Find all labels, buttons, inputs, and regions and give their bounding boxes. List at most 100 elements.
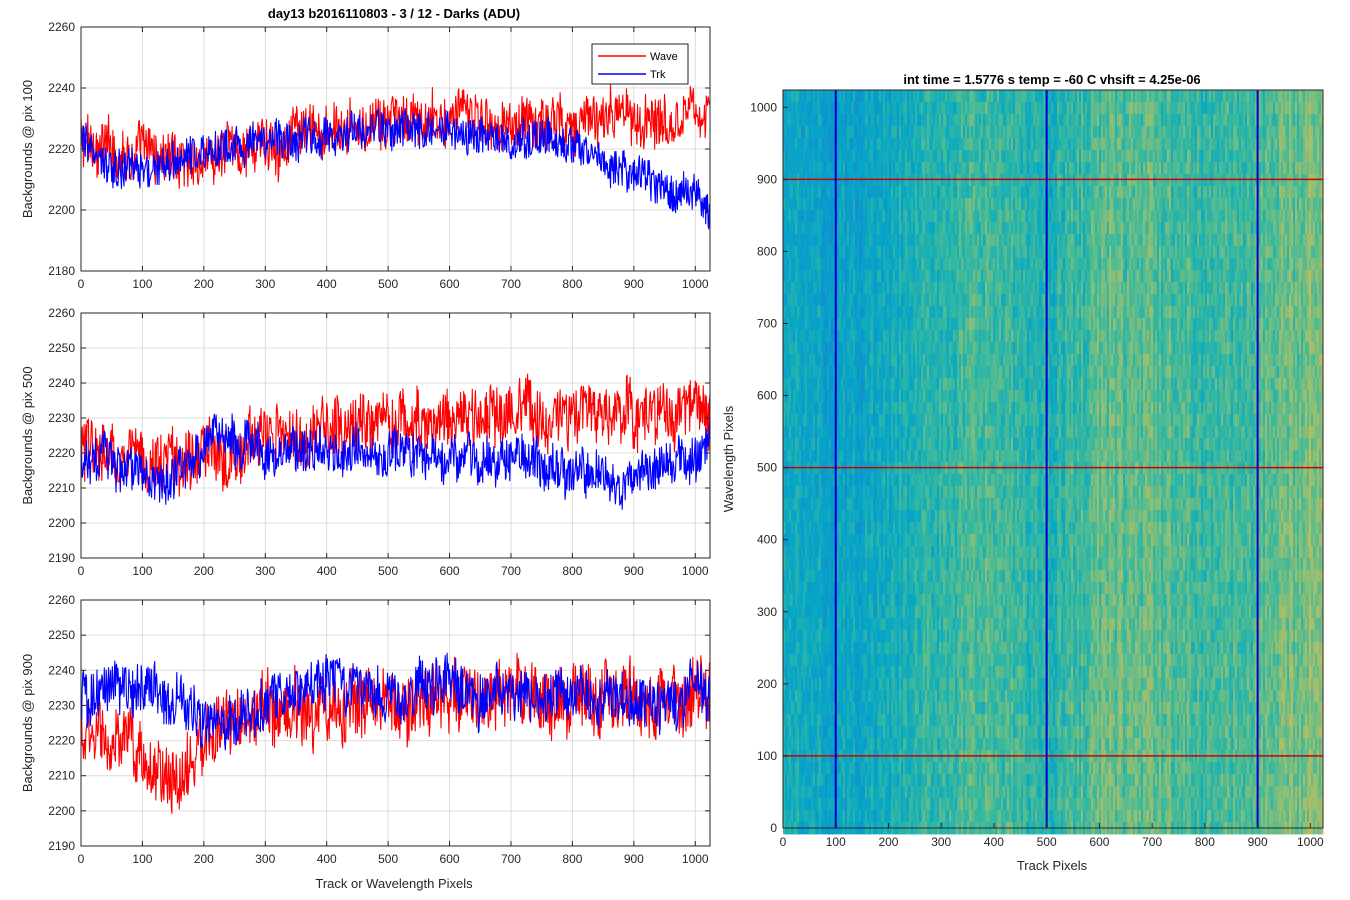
heatmap-cell <box>821 198 824 211</box>
heatmap-cell <box>799 390 802 403</box>
heatmap-cell <box>801 474 804 487</box>
heatmap-cell <box>871 138 874 151</box>
heatmap-cell <box>853 786 856 799</box>
heatmap-cell <box>905 498 908 511</box>
heatmap-cell <box>819 354 822 367</box>
heatmap-cell <box>801 174 804 187</box>
heatmap-cell <box>917 294 920 307</box>
heatmap-cell <box>875 510 878 523</box>
heatmap-cell <box>811 486 814 499</box>
heatmap-cell <box>871 90 874 103</box>
heatmap-cell <box>797 762 800 775</box>
heatmap-cell <box>861 582 864 595</box>
heatmap-cell <box>865 162 868 175</box>
heatmap-cell <box>807 558 810 571</box>
heatmap-cell <box>875 306 878 319</box>
heatmap-cell <box>799 798 802 811</box>
heatmap-cell <box>787 306 790 319</box>
heatmap-cell <box>911 618 914 631</box>
heatmap-cell <box>893 762 896 775</box>
heatmap-cell <box>885 558 888 571</box>
heatmap-cell <box>851 762 854 775</box>
plot-pix-100-ylabel: Backgrounds @ pix 100 <box>20 80 35 218</box>
heatmap-cell <box>789 534 792 547</box>
heatmap-cell <box>911 774 914 787</box>
heatmap-cell <box>907 762 910 775</box>
heatmap-cell <box>873 774 876 787</box>
heatmap-cell <box>787 258 790 271</box>
heatmap-cell <box>895 714 898 727</box>
heatmap-cell <box>839 198 842 211</box>
y-tick-label: 2190 <box>48 839 75 853</box>
heatmap-cell <box>785 282 788 295</box>
heatmap-cell <box>897 414 900 427</box>
heatmap-cell <box>911 282 914 295</box>
heatmap-cell <box>849 222 852 235</box>
heatmap-cell <box>873 102 876 115</box>
heatmap-cell <box>877 474 880 487</box>
x-tick-label: 400 <box>317 852 337 866</box>
heatmap-cell <box>917 306 920 319</box>
heatmap-cell <box>827 786 830 799</box>
heatmap-cell <box>863 198 866 211</box>
heatmap-cell <box>861 438 864 451</box>
heatmap-cell <box>855 174 858 187</box>
heatmap-cell <box>855 90 858 103</box>
heatmap-cell <box>879 354 882 367</box>
heatmap-cell <box>811 654 814 667</box>
heatmap-cell <box>803 510 806 523</box>
heatmap-cell <box>865 678 868 691</box>
heatmap-cell <box>865 114 868 127</box>
heatmap-cell <box>785 306 788 319</box>
heatmap-cell <box>887 234 890 247</box>
heatmap-cell <box>877 738 880 751</box>
heatmap-cell <box>791 426 794 439</box>
heatmap-cell <box>857 174 860 187</box>
heatmap-cell <box>791 342 794 355</box>
heatmap-cell <box>805 246 808 259</box>
heatmap-cell <box>821 210 824 223</box>
heatmap-cell <box>811 510 814 523</box>
heatmap-cell <box>859 594 862 607</box>
heatmap-cell <box>797 198 800 211</box>
heatmap-cell <box>817 402 820 415</box>
heatmap-cell <box>833 774 836 787</box>
heatmap-cell <box>861 714 864 727</box>
heatmap-cell <box>877 690 880 703</box>
heatmap-cell <box>887 126 890 139</box>
heatmap-cell <box>891 666 894 679</box>
heatmap-cell <box>795 786 798 799</box>
heatmap-cell <box>851 558 854 571</box>
heatmap-cell <box>915 390 918 403</box>
heatmap-cell <box>817 138 820 151</box>
heatmap-cell <box>817 618 820 631</box>
heatmap-cell <box>787 654 790 667</box>
heatmap-cell <box>823 186 826 199</box>
heatmap-cell <box>843 714 846 727</box>
heatmap-cell <box>813 282 816 295</box>
heatmap-cell <box>789 102 792 115</box>
heatmap-cell <box>843 438 846 451</box>
heatmap-cell <box>889 198 892 211</box>
heatmap-cell <box>917 318 920 331</box>
heatmap-cell <box>901 798 904 811</box>
heatmap-cell <box>829 702 832 715</box>
heatmap-cell <box>791 126 794 139</box>
heatmap-cell <box>899 282 902 295</box>
heatmap-cell <box>829 594 832 607</box>
heatmap-cell <box>889 186 892 199</box>
heatmap-cell <box>823 810 826 823</box>
heatmap-cell <box>787 150 790 163</box>
heatmap-cell <box>791 486 794 499</box>
heatmap-cell <box>865 474 868 487</box>
heatmap-cell <box>879 606 882 619</box>
heatmap-cell <box>833 786 836 799</box>
heatmap-cell <box>825 198 828 211</box>
heatmap-cell <box>875 618 878 631</box>
heatmap-cell <box>833 138 836 151</box>
heatmap-cell <box>785 90 788 103</box>
heatmap-cell <box>889 330 892 343</box>
heatmap-cell <box>785 114 788 127</box>
heatmap-cell <box>895 390 898 403</box>
heatmap-cell <box>885 390 888 403</box>
